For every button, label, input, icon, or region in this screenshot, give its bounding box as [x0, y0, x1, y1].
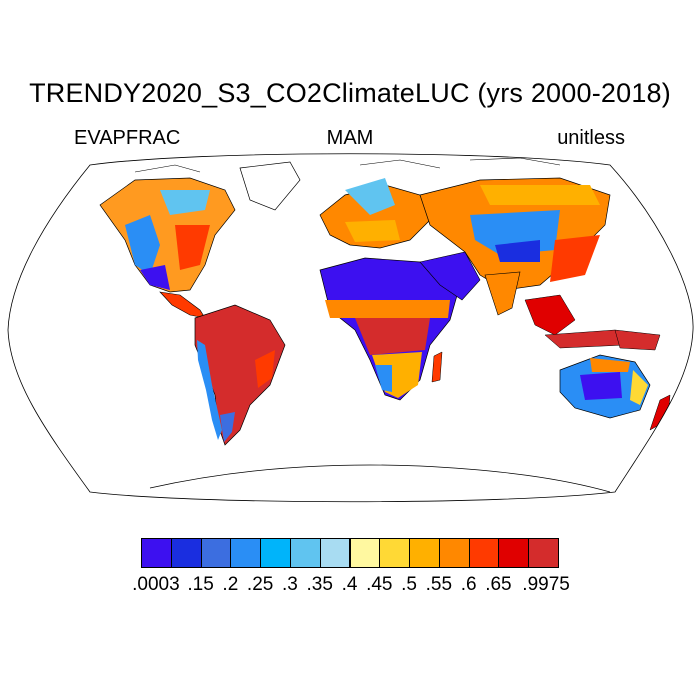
- central-europe: [345, 220, 400, 242]
- colorbar-tick-label: .4: [341, 574, 358, 595]
- colorbar-swatch: [230, 538, 262, 568]
- north-america-arid: [140, 265, 170, 290]
- brazil-east: [255, 350, 275, 388]
- australia-north: [590, 358, 630, 372]
- arabia-region: [419, 251, 481, 301]
- colorbar-tick-label: .25: [246, 574, 274, 595]
- colorbar-tick-label: .65: [485, 574, 512, 595]
- globe-border: [7, 153, 694, 503]
- central-africa: [355, 318, 430, 355]
- units-label: unitless: [557, 127, 625, 149]
- new-zealand: [649, 394, 671, 431]
- colorbar-swatch: [498, 538, 530, 568]
- colorbar-swatch: [200, 538, 232, 568]
- colorbar-swatch: [260, 538, 291, 568]
- southeast-asia: [524, 294, 576, 336]
- arctic-islands-outline: [134, 157, 561, 173]
- australia-interior: [580, 372, 622, 400]
- season-label: MAM: [326, 127, 374, 149]
- colorbar-swatch: [289, 538, 321, 568]
- southern-africa-dry: [375, 365, 392, 392]
- colorbar-swatch: [319, 538, 351, 568]
- scandinavia: [345, 178, 395, 215]
- central-america-region: [159, 291, 206, 319]
- andes-dry: [197, 340, 222, 440]
- colorbar-tick-label: .9975: [522, 574, 570, 595]
- colorbar-tick-label: .3: [281, 574, 298, 595]
- colorbar-tick-label: .6: [460, 574, 477, 595]
- antarctica-outline: [149, 464, 611, 493]
- north-america-east: [175, 225, 210, 270]
- colorbar-tick-label: .15: [187, 574, 214, 595]
- colorbar-swatch: [379, 538, 411, 568]
- siberia: [480, 185, 600, 205]
- canada-wet: [160, 190, 210, 215]
- colorbar-tick-label: .45: [366, 574, 393, 595]
- colorbar-swatch: [141, 538, 172, 568]
- patagonia-dry: [220, 412, 235, 442]
- colorbar-tick-label: .2: [222, 574, 239, 595]
- colorbar-swatch: [468, 538, 500, 568]
- east-asia: [550, 235, 600, 282]
- colorbar-tick-label: .35: [306, 574, 333, 595]
- sahel: [325, 300, 450, 318]
- new-guinea: [614, 329, 661, 351]
- greenland-outline: [239, 161, 301, 211]
- colorbar-swatch: [409, 538, 440, 568]
- colorbar-swatch: [349, 538, 381, 568]
- colorbar-tick-label: .0003: [132, 574, 180, 595]
- australia-east: [630, 370, 648, 405]
- tibet: [495, 240, 540, 262]
- north-america-west-wet: [125, 215, 160, 275]
- colorbar-swatch: [438, 538, 470, 568]
- madagascar: [431, 351, 443, 383]
- variable-label: EVAPFRAC: [74, 127, 181, 149]
- colorbar-tick-label: .5: [401, 574, 417, 595]
- colorbar-tick-label: .55: [425, 574, 453, 595]
- colorbar-swatch: [170, 538, 202, 568]
- india: [484, 271, 521, 316]
- colorbar-swatch: [528, 538, 559, 568]
- map-title: TRENDY2020_S3_CO2ClimateLUC (yrs 2000-20…: [29, 78, 671, 108]
